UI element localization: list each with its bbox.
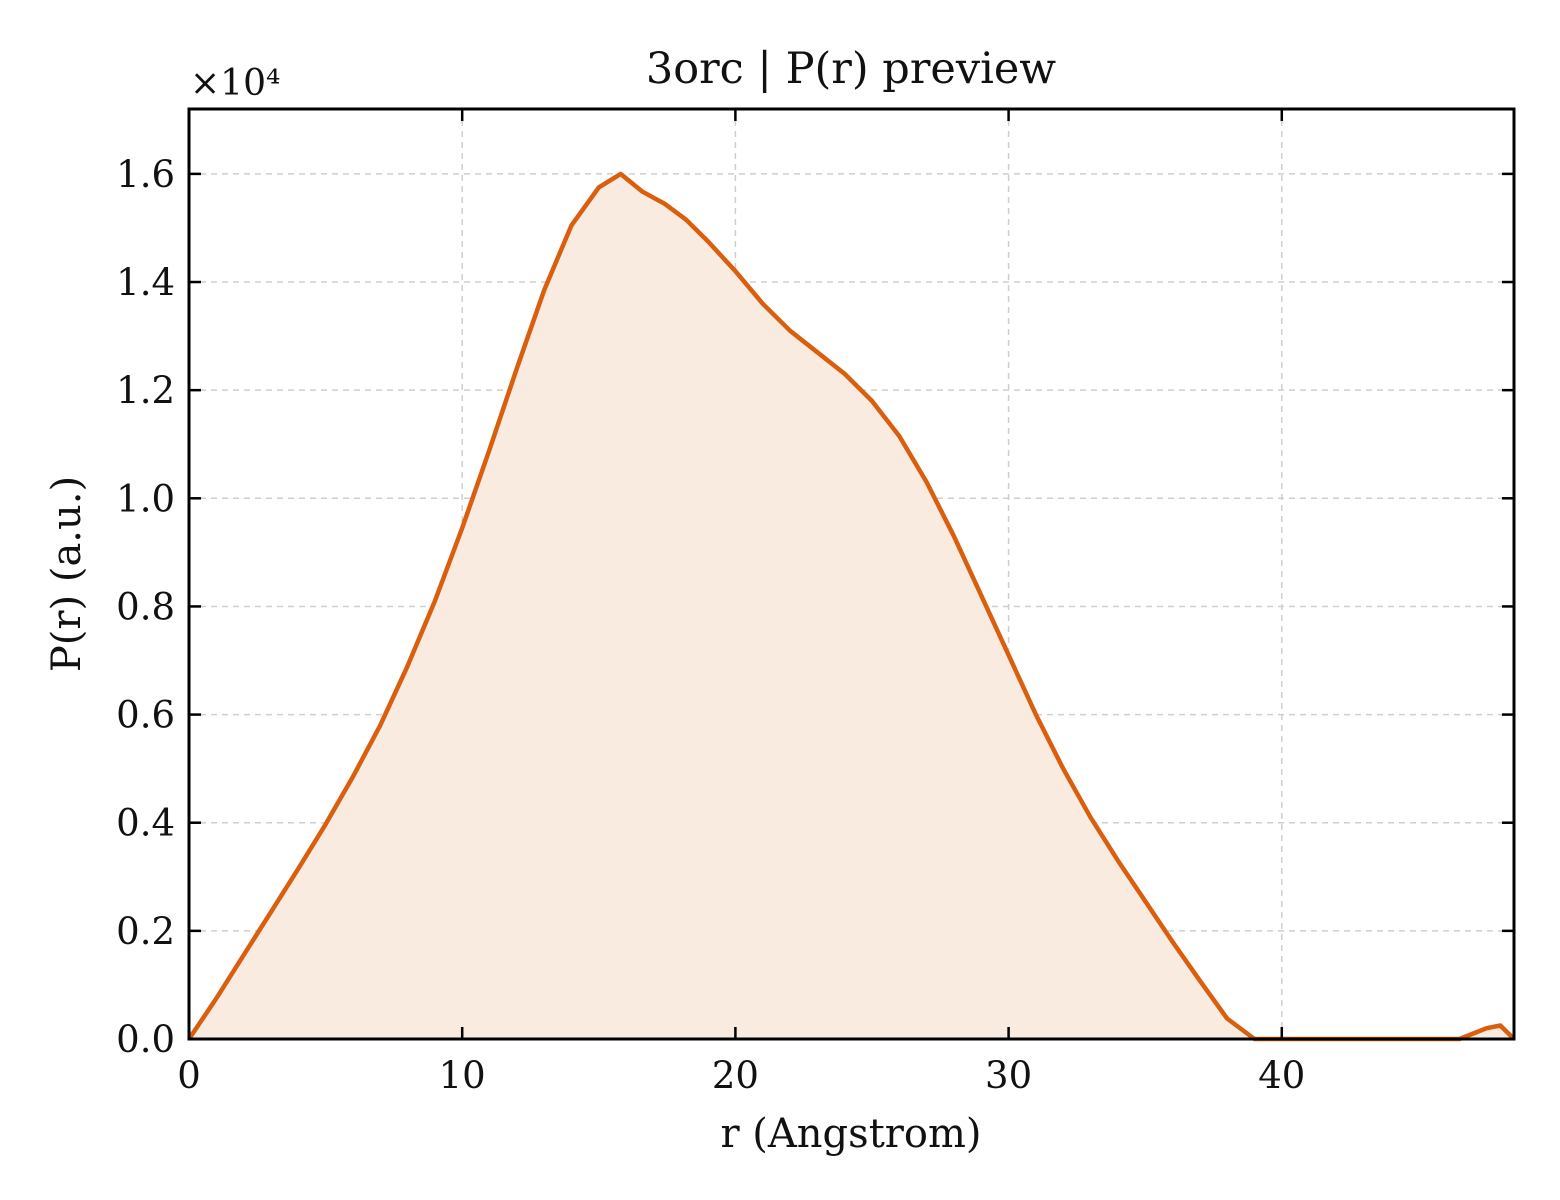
y-tick-label: 0.6 <box>116 694 175 737</box>
y-tick-label: 1.6 <box>116 153 175 196</box>
y-tick-label: 0.8 <box>116 585 175 628</box>
y-scale-label: ×10⁴ <box>190 63 280 104</box>
y-tick-label: 0.2 <box>116 910 175 953</box>
x-tick-label: 10 <box>439 1054 486 1097</box>
y-tick-label: 0.4 <box>116 802 175 845</box>
x-axis-label: r (Angstrom) <box>720 1111 981 1157</box>
x-tick-label: 30 <box>985 1054 1032 1097</box>
area-fill <box>189 173 1514 1039</box>
y-axis: 0.0 0.2 0.4 0.6 0.8 1.0 1.2 1.4 1.6 <box>116 153 1514 1061</box>
x-tick-label: 0 <box>177 1054 201 1097</box>
y-axis-label: P(r) (a.u.) <box>44 476 90 672</box>
y-tick-label: 1.4 <box>116 261 175 304</box>
y-tick-label: 1.0 <box>116 477 175 520</box>
x-tick-label: 20 <box>712 1054 759 1097</box>
plot-frame <box>187 107 1516 1041</box>
x-axis: 0 10 20 30 40 <box>177 109 1305 1097</box>
y-tick-label: 1.2 <box>116 369 175 412</box>
chart-title: 3orc | P(r) preview <box>646 44 1056 94</box>
y-tick-label: 0.0 <box>116 1018 175 1061</box>
x-tick-label: 40 <box>1258 1054 1305 1097</box>
